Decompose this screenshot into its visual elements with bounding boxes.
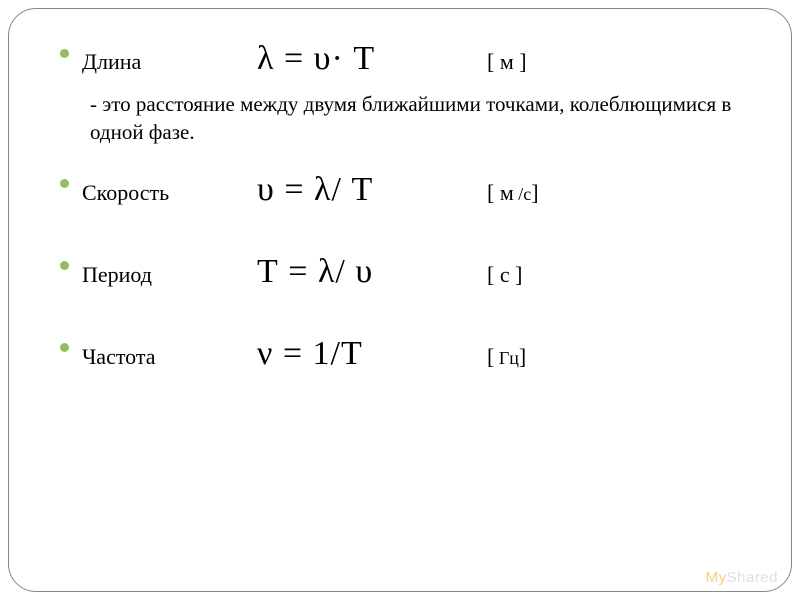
list-item: Длина λ = υ· Т [ м ] (60, 40, 750, 78)
unit-frequency: [ Гц] (487, 344, 526, 370)
formula-list: Частота ν = 1/Т [ Гц] (60, 335, 750, 373)
label-speed: Скорость (82, 180, 257, 206)
slide-content: Длина λ = υ· Т [ м ] - это расстояние ме… (60, 40, 750, 381)
list-item: Период Т = λ/ υ [ с ] (60, 253, 750, 291)
label-frequency: Частота (82, 344, 257, 370)
watermark-prefix: My (706, 569, 727, 586)
unit-speed: [ м /с] (487, 180, 539, 206)
unit-length: [ м ] (487, 49, 527, 75)
label-length: Длина (82, 49, 257, 75)
formula-period: Т = λ/ υ (257, 253, 487, 291)
formula-row-period: Период Т = λ/ υ [ с ] (82, 253, 750, 291)
list-item: Скорость υ = λ/ Т [ м /с] (60, 171, 750, 209)
watermark-suffix: Shared (727, 569, 778, 586)
formula-speed: υ = λ/ Т (257, 171, 487, 209)
unit-period: [ с ] (487, 262, 522, 288)
formula-list: Длина λ = υ· Т [ м ] (60, 40, 750, 78)
watermark: MyShared (706, 569, 778, 586)
formula-frequency: ν = 1/Т (257, 335, 487, 373)
formula-row-frequency: Частота ν = 1/Т [ Гц] (82, 335, 750, 373)
description-length: - это расстояние между двумя ближайшими … (90, 90, 750, 147)
formula-list: Скорость υ = λ/ Т [ м /с] (60, 171, 750, 209)
label-period: Период (82, 262, 257, 288)
list-item: Частота ν = 1/Т [ Гц] (60, 335, 750, 373)
formula-row-speed: Скорость υ = λ/ Т [ м /с] (82, 171, 750, 209)
formula-row-length: Длина λ = υ· Т [ м ] (82, 40, 750, 78)
formula-length: λ = υ· Т (257, 40, 487, 78)
formula-list: Период Т = λ/ υ [ с ] (60, 253, 750, 291)
